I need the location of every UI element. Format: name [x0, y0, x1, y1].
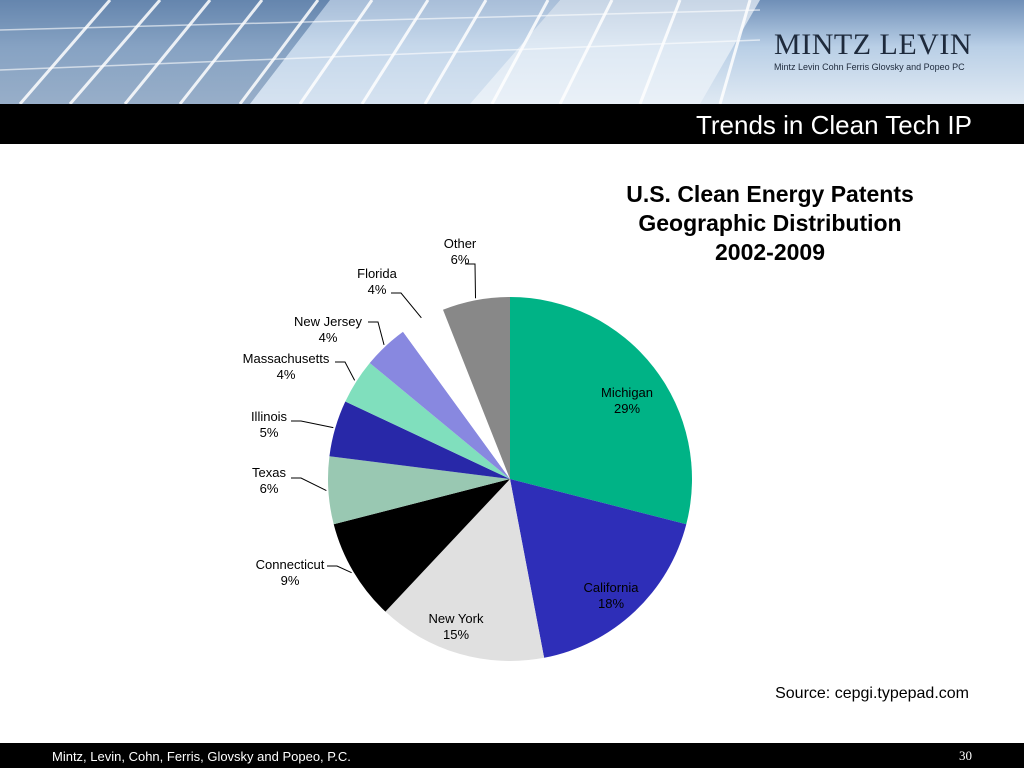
pie-slice-other	[443, 297, 510, 479]
footer-text: Mintz, Levin, Cohn, Ferris, Glovsky and …	[52, 749, 351, 764]
leader-line-other	[465, 263, 477, 299]
pie-slice-illinois	[329, 401, 510, 479]
logo-name: MINTZ LEVIN	[774, 28, 972, 61]
pie-slice-florida	[403, 309, 510, 479]
pie-slice-massachusetts	[345, 362, 510, 479]
leader-line-florida	[391, 292, 422, 319]
slice-percent-florida: 4%	[368, 282, 387, 297]
slice-percent-connecticut: 9%	[281, 573, 300, 588]
page-number: 30	[959, 748, 972, 763]
slice-percent-new-jersey: 4%	[319, 330, 338, 345]
building-facade-image	[0, 0, 761, 104]
leader-line-illinois	[291, 420, 334, 429]
slice-percent-texas: 6%	[260, 481, 279, 496]
slice-label-texas: Texas	[252, 465, 286, 480]
slice-label-other: Other	[444, 236, 477, 251]
leader-line-texas	[291, 477, 327, 492]
slide-title: Trends in Clean Tech IP	[695, 110, 972, 140]
chart-title-line: 2002-2009	[715, 239, 825, 265]
pie-slice-new-jersey	[369, 331, 510, 479]
slice-percent-illinois: 5%	[260, 425, 279, 440]
leader-line-new-jersey	[368, 321, 385, 345]
slice-percent-new-york: 15%	[443, 627, 469, 642]
logo-subtitle: Mintz Levin Cohn Ferris Glovsky and Pope…	[774, 62, 965, 72]
slice-label-massachusetts: Massachusetts	[243, 351, 330, 366]
slice-percent-california: 18%	[598, 596, 624, 611]
slice-label-new-jersey: New Jersey	[294, 314, 362, 329]
pie-slice-new-york	[385, 479, 545, 662]
leader-line-massachusetts	[335, 361, 356, 381]
company-logo: MINTZ LEVIN Mintz Levin Cohn Ferris Glov…	[774, 28, 972, 73]
slice-label-new-york: New York	[429, 611, 484, 626]
pie-slice-connecticut	[333, 479, 510, 612]
chart-title-line: U.S. Clean Energy Patents	[626, 181, 914, 207]
pie-slice-texas	[328, 456, 510, 525]
chart-title: U.S. Clean Energy Patents Geographic Dis…	[560, 180, 980, 267]
slice-percent-other: 6%	[451, 252, 470, 267]
slice-label-connecticut: Connecticut	[256, 557, 325, 572]
slice-percent-massachusetts: 4%	[277, 367, 296, 382]
slice-label-california: California	[584, 580, 640, 595]
title-bar: Trends in Clean Tech IP	[0, 104, 1024, 144]
slice-label-florida: Florida	[357, 266, 398, 281]
slice-label-michigan: Michigan	[601, 385, 653, 400]
source-note: Source: cepgi.typepad.com	[775, 685, 969, 702]
slice-percent-michigan: 29%	[614, 401, 640, 416]
footer-bar: Mintz, Levin, Cohn, Ferris, Glovsky and …	[0, 743, 1024, 768]
leader-line-connecticut	[327, 565, 352, 574]
pie-slice-california	[510, 479, 687, 658]
chart-title-line: Geographic Distribution	[638, 210, 902, 236]
slice-label-illinois: Illinois	[251, 409, 288, 424]
pie-slice-michigan	[510, 297, 692, 525]
header-banner: MINTZ LEVIN Mintz Levin Cohn Ferris Glov…	[0, 0, 1024, 104]
